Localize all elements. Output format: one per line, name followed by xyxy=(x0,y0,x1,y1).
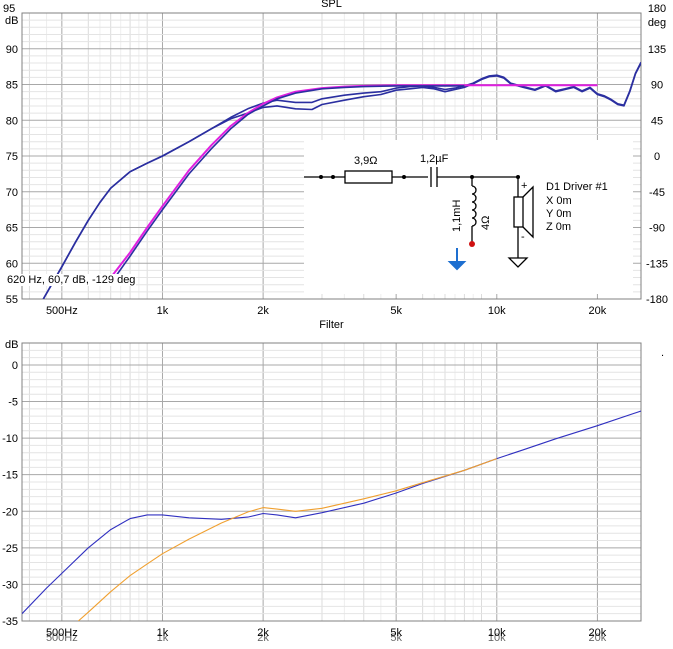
series-line-blue xyxy=(22,410,641,615)
y2-tick-label: -135 xyxy=(646,258,668,270)
y-tick-label: 80 xyxy=(6,115,18,127)
y-axis-unit: dB xyxy=(5,15,18,27)
y-tick-label: 90 xyxy=(6,44,18,56)
y-tick-label: -35 xyxy=(2,616,18,628)
x-tick-label-shadow: 10k xyxy=(488,632,506,644)
x-tick-label-shadow: 20k xyxy=(589,632,607,644)
y-tick-label: 95 xyxy=(3,3,15,15)
chart-title: SPL xyxy=(321,0,342,10)
y2-tick-label: 45 xyxy=(651,115,663,127)
y2-tick-label: -45 xyxy=(649,187,665,199)
x-tick-label-shadow: 1k xyxy=(157,632,169,644)
y-tick-label: 55 xyxy=(6,294,18,306)
y-tick-label: -30 xyxy=(2,579,18,591)
plot-frame xyxy=(21,12,642,300)
x-tick-label: 10k xyxy=(488,305,506,317)
x-tick-label: 2k xyxy=(257,627,269,639)
series-line-orange xyxy=(77,458,497,621)
x-tick-label: 500Hz xyxy=(46,627,78,639)
series-line-measured xyxy=(42,61,641,299)
x-tick-label: 5k xyxy=(390,627,402,639)
y-tick-label: 0 xyxy=(12,360,18,372)
x-tick-label: 20k xyxy=(589,627,607,639)
plot-frame xyxy=(21,342,642,622)
series-line-measured xyxy=(114,85,465,279)
y-tick-label: -5 xyxy=(8,397,18,409)
y2-tick-label: 0 xyxy=(654,151,660,163)
cursor-readout: 620 Hz, 60,7 dB, -129 deg xyxy=(6,274,137,286)
y2-tick-label: -180 xyxy=(646,294,668,306)
y-tick-label: 70 xyxy=(6,187,18,199)
y-tick-label: -25 xyxy=(2,543,18,555)
x-tick-label-shadow: 5k xyxy=(390,632,402,644)
y2-tick-label: -90 xyxy=(649,223,665,235)
x-tick-label: 500Hz xyxy=(46,305,78,317)
x-tick-label-shadow: 500Hz xyxy=(46,632,78,644)
x-tick-label: 2k xyxy=(257,305,269,317)
y-tick-label: 75 xyxy=(6,151,18,163)
x-tick-label: 1k xyxy=(157,305,169,317)
y2-tick-label: 135 xyxy=(648,44,666,56)
y-tick-label: -10 xyxy=(2,433,18,445)
y-axis-unit: dB xyxy=(5,339,18,351)
x-tick-label: 20k xyxy=(589,305,607,317)
x-tick-label: 10k xyxy=(488,627,506,639)
x-tick-label-shadow: 2k xyxy=(257,632,269,644)
y2-tick-label: 90 xyxy=(651,80,663,92)
y2-axis-unit: deg xyxy=(648,17,666,29)
chart-title: Filter xyxy=(319,319,344,331)
y-tick-label: 65 xyxy=(6,223,18,235)
y-tick-label: -20 xyxy=(2,506,18,518)
y-tick-label: -15 xyxy=(2,470,18,482)
y-tick-label: 60 xyxy=(6,258,18,270)
y-tick-label: 85 xyxy=(6,80,18,92)
x-tick-label: 1k xyxy=(157,627,169,639)
x-tick-label: 5k xyxy=(390,305,402,317)
y2-tick-label: 180 xyxy=(648,3,666,15)
